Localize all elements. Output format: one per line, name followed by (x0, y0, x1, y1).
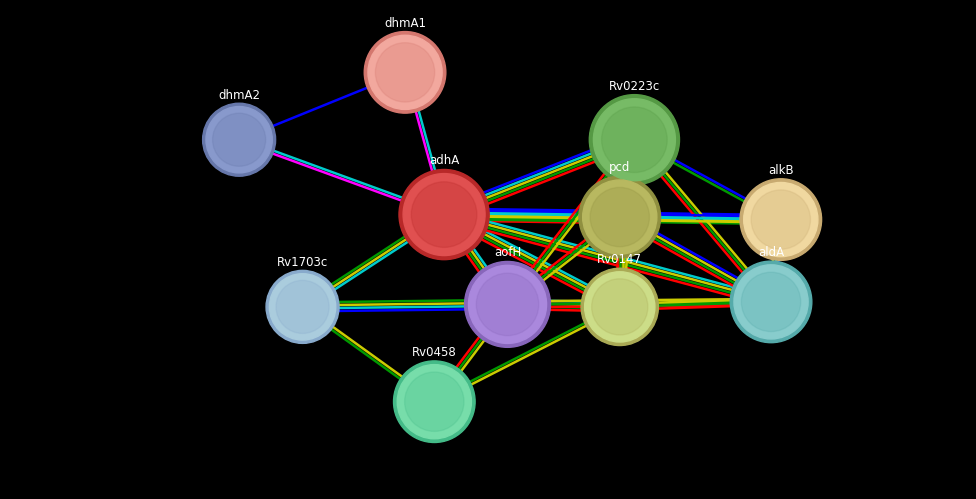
Ellipse shape (583, 180, 657, 254)
Ellipse shape (465, 261, 550, 347)
Ellipse shape (744, 183, 818, 256)
Ellipse shape (593, 99, 675, 181)
Text: aldA: aldA (758, 246, 784, 259)
Ellipse shape (376, 43, 434, 102)
Ellipse shape (368, 35, 442, 109)
Ellipse shape (740, 179, 822, 260)
Ellipse shape (206, 106, 272, 173)
Text: Rv0223c: Rv0223c (609, 79, 660, 93)
Ellipse shape (405, 372, 464, 431)
Ellipse shape (590, 95, 679, 185)
Ellipse shape (403, 174, 485, 255)
Text: Rv0147: Rv0147 (597, 253, 642, 266)
Ellipse shape (742, 272, 800, 331)
Ellipse shape (468, 265, 547, 343)
Ellipse shape (269, 273, 336, 340)
Text: adhA: adhA (429, 154, 459, 168)
Ellipse shape (399, 170, 489, 259)
Ellipse shape (752, 190, 810, 249)
Text: alkB: alkB (768, 164, 793, 177)
Ellipse shape (266, 270, 339, 343)
Ellipse shape (364, 31, 446, 113)
Ellipse shape (203, 103, 275, 176)
Ellipse shape (397, 365, 471, 439)
Ellipse shape (411, 182, 477, 248)
Ellipse shape (581, 268, 659, 345)
Text: Rv0458: Rv0458 (412, 346, 457, 359)
Text: dhmA1: dhmA1 (384, 16, 427, 30)
Ellipse shape (393, 361, 475, 443)
Ellipse shape (276, 280, 329, 333)
Text: aofH: aofH (494, 247, 521, 259)
Text: Rv1703c: Rv1703c (277, 255, 328, 269)
Ellipse shape (585, 272, 655, 342)
Ellipse shape (591, 279, 648, 335)
Ellipse shape (476, 273, 539, 336)
Ellipse shape (734, 265, 808, 339)
Ellipse shape (213, 113, 265, 166)
Ellipse shape (579, 176, 661, 258)
Ellipse shape (601, 107, 668, 173)
Ellipse shape (730, 261, 812, 343)
Text: pcd: pcd (609, 161, 630, 175)
Text: dhmA2: dhmA2 (218, 88, 261, 102)
Ellipse shape (590, 188, 649, 247)
